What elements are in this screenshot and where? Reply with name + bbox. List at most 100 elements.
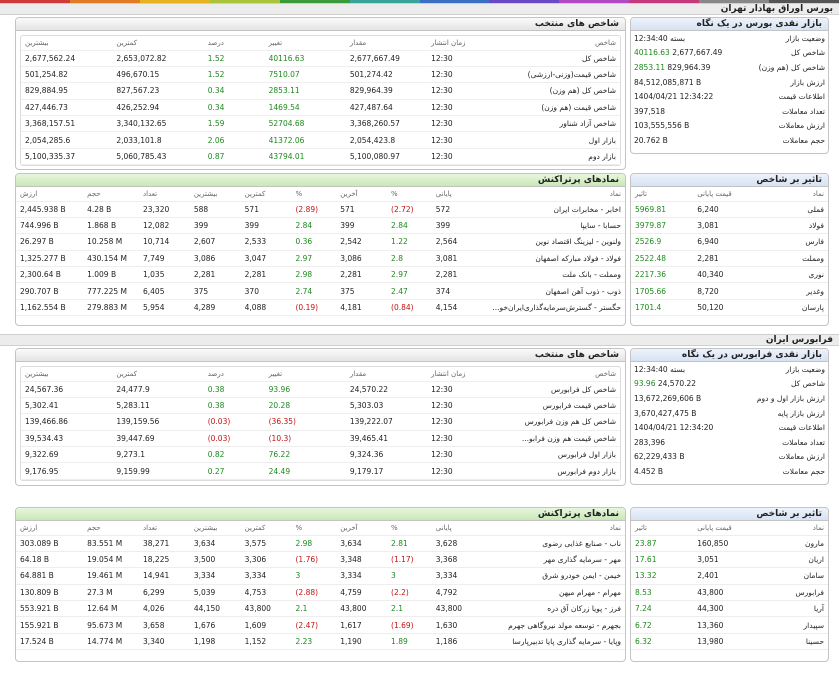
table-row[interactable]: 553.921 B 12.64 M 4,026 44,150 43,800 2.1 43,8… xyxy=(16,600,625,618)
cell-value: (1.76) xyxy=(291,551,337,569)
cell-value: (0.03) xyxy=(203,430,265,448)
cell-value: 0.38 xyxy=(203,381,265,398)
table-row[interactable]: 9,176.95 9,159.99 0.27 24.49 9,179.17 12:30 با… xyxy=(21,462,620,480)
cell-value: 1.868 B xyxy=(83,217,139,235)
cell-value: 12:30 xyxy=(427,131,488,149)
cell-value: 3,340 xyxy=(139,633,190,651)
cell-value: 427,487.64 xyxy=(345,99,428,117)
column-header: بیشترین xyxy=(189,187,241,202)
table-row[interactable]: 3,368,157.51 3,340,132.65 1.59 52704.68 3,36… xyxy=(21,115,620,133)
table-row[interactable]: 1,325.277 B 430.154 M 7,749 3,086 3,047 2.97 3… xyxy=(16,250,625,268)
cell-value: 1,325.277 B xyxy=(16,250,84,268)
cell-value: 139,159.56 xyxy=(112,413,204,431)
color-strip-segment xyxy=(0,0,70,3)
stat-row: 40116.63 2,677,667.49 شاخص کل xyxy=(631,46,828,61)
stat-value: بسته 12:34:40 xyxy=(631,362,730,377)
table-row[interactable]: 2,300.64 B 1.009 B 1,035 2,281 2,281 2.98 2,28… xyxy=(16,266,625,284)
cell-value: (0.84) xyxy=(387,299,432,317)
color-strip-segment xyxy=(279,0,350,3)
column-header: ارزش xyxy=(16,187,84,202)
stat-value: 397,518 xyxy=(631,104,730,119)
table-row[interactable]: 17.524 B 14.774 M 3,340 1,198 1,152 2.23 1,190… xyxy=(16,633,625,651)
stat-label: وضعیت بازار xyxy=(785,33,825,43)
ifb-active-title: نمادهای پرتراکنش xyxy=(16,508,625,521)
table-row[interactable]: 290.707 B 777.225 M 6,405 375 370 2.74 375 2.47… xyxy=(16,282,625,300)
table-row[interactable]: 6.32 13,980 حسینا xyxy=(631,633,828,651)
table-row[interactable]: 427,446.73 426,252.94 0.34 1469.54 427,487.6… xyxy=(21,99,620,117)
cell-value: (36.35) xyxy=(264,413,346,431)
table-row[interactable]: 2526.9 6,940 فارس xyxy=(631,233,828,251)
cell-value: 829,884.95 xyxy=(21,82,113,100)
table-row[interactable]: 303.089 B 83.551 M 38,271 3,634 3,575 2.98 3,6… xyxy=(16,535,625,552)
cell-value: 17.524 B xyxy=(16,633,84,651)
table-row[interactable]: 5,100,335.37 5,060,785.43 0.87 43794.01 5,10… xyxy=(21,148,620,166)
column-header: زمان انتشار xyxy=(427,36,488,51)
cell-value: 12:30 xyxy=(427,430,488,448)
ifb-glance-title: بازار نقدی فرابورس در یک نگاه xyxy=(631,349,828,362)
cell-value: 13,980 xyxy=(693,633,766,651)
table-row[interactable]: 2,054,285.6 2,033,101.8 2.06 41372.06 2,054,… xyxy=(21,131,620,149)
cell-value: 155.921 B xyxy=(16,616,84,634)
cell-value: 1,630 xyxy=(431,616,483,634)
cell-value: 2,542 xyxy=(336,233,388,251)
stat-change: 93.96 xyxy=(634,379,656,389)
table-row[interactable]: 13.32 2,401 سامان xyxy=(631,567,828,585)
color-strip-segment xyxy=(489,0,560,3)
table-row[interactable]: 2,677,562.24 2,653,072.82 1.52 40116.63 2,67… xyxy=(21,50,620,67)
table-row[interactable]: 2522.48 2,281 ومملت xyxy=(631,250,828,268)
symbol-name: ولنوین - لیزینگ اقتصاد نوین xyxy=(482,233,625,251)
table-row[interactable]: 829,884.95 827,567.23 0.34 2853.11 829,964.3… xyxy=(21,82,620,100)
cell-value: 12:30 xyxy=(427,413,488,431)
cell-value: 1,609 xyxy=(240,616,292,634)
stat-row: 62,229,433 B ارزش معاملات xyxy=(631,450,828,465)
table-row[interactable]: 5969.81 6,240 فملی xyxy=(631,201,828,218)
stat-row: 4.452 B حجم معاملات xyxy=(631,464,828,479)
column-header: تعداد xyxy=(139,521,190,536)
stat-label: شاخص کل xyxy=(790,48,825,58)
table-row[interactable]: 155.921 B 95.673 M 3,658 1,676 1,609 (2.47) 1,… xyxy=(16,616,625,634)
table-row[interactable]: 501,254.82 496,670.15 1.52 7510.07 501,274.4… xyxy=(21,66,620,84)
table-row[interactable]: 2,445.938 B 4.28 B 23,320 588 571 (2.89) 571 (2… xyxy=(16,201,625,218)
cell-value: 2853.11 xyxy=(264,82,346,100)
table-row[interactable]: 8.53 43,800 فرابورس xyxy=(631,584,828,602)
table-row[interactable]: 26.297 B 10.258 M 10,714 2,607 2,533 0.36 2,54… xyxy=(16,233,625,251)
cell-value: 41372.06 xyxy=(264,131,346,149)
table-row[interactable]: 64.18 B 19.054 M 18,225 3,500 3,306 (1.76) 3,3… xyxy=(16,551,625,569)
symbol-name: شاخص قیمت(وزنی-ارزشی) xyxy=(487,66,620,84)
table-row[interactable]: 39,534.43 39,447.69 (0.03) (10.3) 39,465.41 1… xyxy=(21,430,620,448)
symbol-name: شاخص کل (هم وزن) xyxy=(487,82,620,100)
table-row[interactable]: 2217.36 40,340 نوری xyxy=(631,266,828,284)
table-row[interactable]: 17.61 3,051 اریان xyxy=(631,551,828,569)
table-row[interactable]: 744.996 B 1.868 B 12,082 399 399 2.84 399 2.84 3… xyxy=(16,217,625,235)
stat-value-text: 1404/04/21 12:34:20 xyxy=(634,423,714,433)
stat-value: 62,229,433 B xyxy=(631,450,730,465)
column-header: حجم xyxy=(83,521,139,536)
table-row[interactable]: 7.24 44,300 آریا xyxy=(631,600,828,618)
stat-value: 283,396 xyxy=(631,435,730,450)
table-row[interactable]: 6.72 13,360 سپیدار xyxy=(631,616,828,634)
table-row[interactable]: 5,302.41 5,283.11 0.38 20.28 5,303.03 12:30 شا… xyxy=(21,397,620,415)
cell-value: 9,159.99 xyxy=(112,462,204,480)
ifb-indices-title: شاخص های منتخب xyxy=(16,349,625,362)
cell-value: 3,575 xyxy=(240,535,292,552)
table-row[interactable]: 3979.87 3,081 فولاد xyxy=(631,217,828,235)
header-row: ارزش حجم تعداد بیشترین کمترین% آخرین% پایانی نم… xyxy=(16,187,625,202)
table-row[interactable]: 24,567.36 24,477.9 0.38 93.96 24,570.22 12:30… xyxy=(21,381,620,398)
cell-value: 12:30 xyxy=(427,115,488,133)
column-header: شاخص xyxy=(487,367,620,382)
cell-value: 26.297 B xyxy=(16,233,84,251)
table-row[interactable]: 1701.4 50,120 پارسان xyxy=(631,299,828,317)
table-row[interactable]: 64.881 B 19.461 M 14,941 3,334 3,334 3 3,334 3 3… xyxy=(16,567,625,585)
table-row[interactable]: 1,162.554 B 279.883 M 5,954 4,289 4,088 (0.19… xyxy=(16,299,625,317)
table-row[interactable]: 139,466.86 139,159.56 (0.03) (36.35) 139,222… xyxy=(21,413,620,431)
table-row[interactable]: 130.809 B 27.3 M 6,299 5,039 4,753 (2.88) 4,75… xyxy=(16,584,625,602)
stat-value-text: 62,229,433 B xyxy=(634,452,685,462)
table-row[interactable]: 9,322.69 9,273.1 0.82 76.22 9,324.36 12:30 باز… xyxy=(21,446,620,464)
cell-value: 7,749 xyxy=(139,250,190,268)
column-header: آخرین xyxy=(336,521,388,536)
cell-value: 3,368,260.57 xyxy=(345,115,428,133)
table-row[interactable]: 23.87 160,850 مارون xyxy=(631,535,828,552)
stat-label: ارزش معاملات xyxy=(778,452,825,462)
table-row[interactable]: 1705.66 8,720 وغدیر xyxy=(631,282,828,300)
cell-value: 399 xyxy=(336,217,388,235)
